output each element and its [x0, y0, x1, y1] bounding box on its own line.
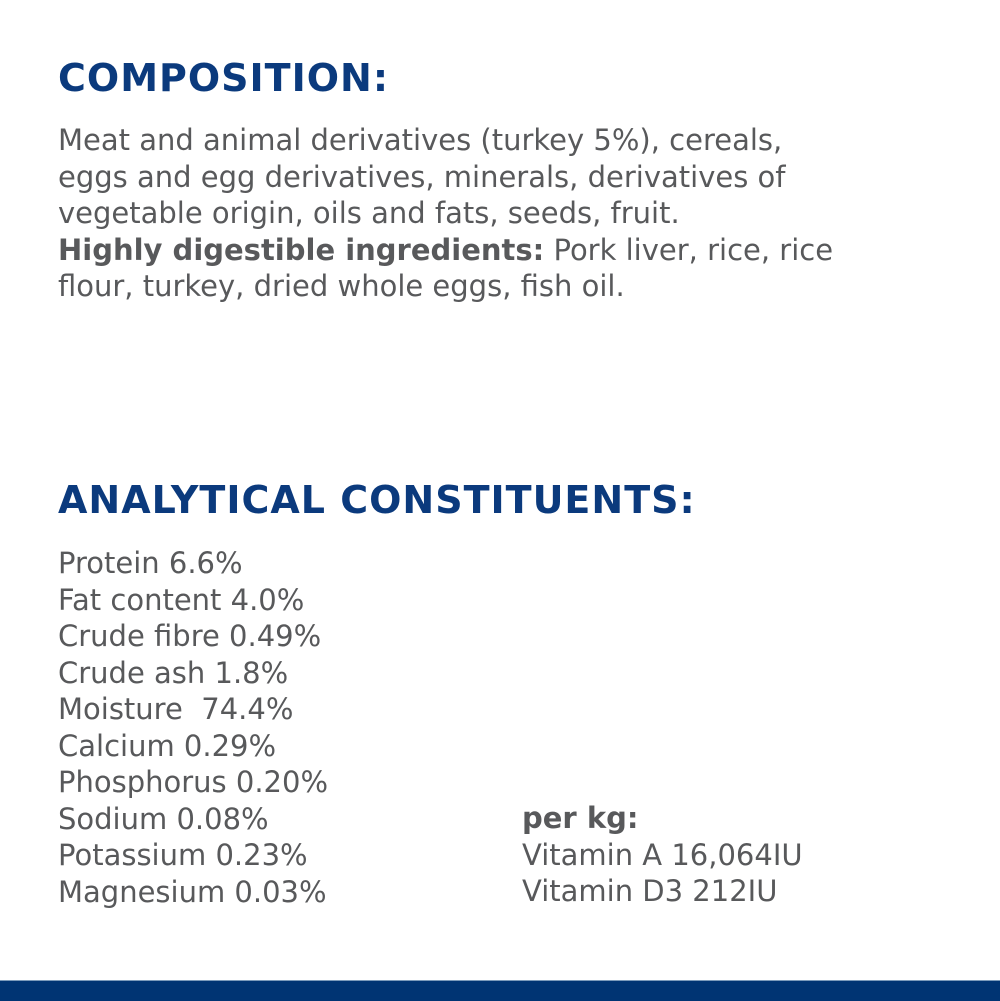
composition-text: Meat and animal derivatives (turkey 5%),… — [58, 122, 833, 305]
highlight-line: Highly digestible ingredients: Pork live… — [58, 232, 833, 269]
composition-line: vegetable origin, oils and fats, seeds, … — [58, 196, 680, 230]
analytical-list: Protein 6.6% Fat content 4.0% Crude fibr… — [58, 545, 328, 910]
highlight-text: Pork liver, rice, rice — [544, 232, 834, 267]
constituent-item: Crude fibre 0.49% — [58, 619, 322, 653]
composition-heading: COMPOSITION: — [58, 56, 390, 100]
vitamin-item: Vitamin D3 212IU — [522, 874, 778, 908]
per-kg-label: per kg: — [522, 801, 639, 835]
constituent-item: Moisture 74.4% — [58, 692, 294, 726]
vitamin-item: Vitamin A 16,064IU — [522, 837, 803, 872]
highlight-label: Highly digestible ingredients: — [58, 232, 545, 267]
composition-line: eggs and egg derivatives, minerals, deri… — [58, 159, 786, 194]
constituent-item: Potassium 0.23% — [58, 838, 308, 872]
footer-bar — [0, 980, 1000, 1001]
analytical-heading: ANALYTICAL CONSTITUENTS: — [58, 478, 696, 522]
constituent-item: Phosphorus 0.20% — [58, 765, 329, 799]
per-kg-list: per kg: Vitamin A 16,064IU Vitamin D3 21… — [522, 800, 803, 910]
constituent-item: Sodium 0.08% — [58, 801, 269, 836]
constituent-item: Calcium 0.29% — [58, 728, 277, 763]
constituent-item: Magnesium 0.03% — [58, 874, 327, 909]
constituent-item: Fat content 4.0% — [58, 582, 305, 617]
composition-line: Meat and animal derivatives (turkey 5%),… — [58, 123, 783, 157]
constituent-item: Crude ash 1.8% — [58, 655, 289, 690]
highlight-line: flour, turkey, dried whole eggs, fish oi… — [58, 269, 625, 303]
constituent-item: Protein 6.6% — [58, 546, 243, 580]
